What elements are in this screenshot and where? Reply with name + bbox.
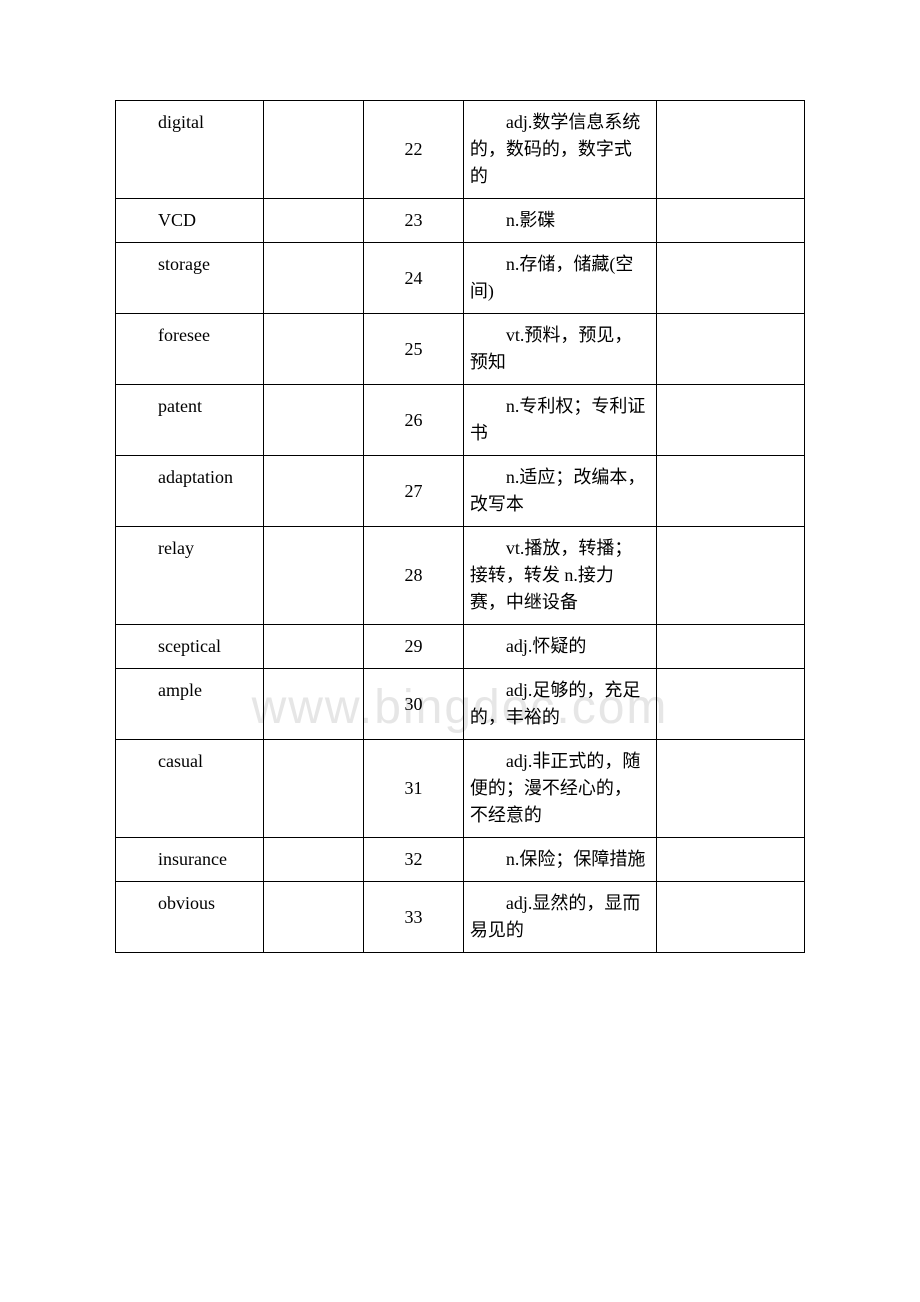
word-cell: ample	[116, 669, 264, 740]
number-cell: 30	[364, 669, 464, 740]
blank-cell	[656, 740, 804, 838]
blank-cell	[656, 838, 804, 882]
word-cell: VCD	[116, 199, 264, 243]
blank-cell	[264, 625, 364, 669]
definition-cell: adj.足够的，充足的，丰裕的	[463, 669, 656, 740]
table-row: relay 28 vt.播放，转播；接转，转发 n.接力赛，中继设备	[116, 527, 805, 625]
word-cell: adaptation	[116, 456, 264, 527]
word-cell: casual	[116, 740, 264, 838]
vocab-table: digital 22 adj.数学信息系统的，数码的，数字式的 VCD 23 n…	[115, 100, 805, 953]
table-row: digital 22 adj.数学信息系统的，数码的，数字式的	[116, 101, 805, 199]
definition-cell: n.影碟	[463, 199, 656, 243]
definition-cell: n.适应；改编本，改写本	[463, 456, 656, 527]
definition-cell: n.专利权；专利证书	[463, 385, 656, 456]
blank-cell	[656, 669, 804, 740]
blank-cell	[656, 456, 804, 527]
blank-cell	[656, 527, 804, 625]
number-cell: 23	[364, 199, 464, 243]
number-cell: 25	[364, 314, 464, 385]
table-row: casual 31 adj.非正式的，随便的；漫不经心的，不经意的	[116, 740, 805, 838]
blank-cell	[264, 882, 364, 953]
number-cell: 28	[364, 527, 464, 625]
table-row: adaptation 27 n.适应；改编本，改写本	[116, 456, 805, 527]
number-cell: 31	[364, 740, 464, 838]
number-cell: 33	[364, 882, 464, 953]
blank-cell	[264, 314, 364, 385]
number-cell: 26	[364, 385, 464, 456]
blank-cell	[264, 385, 364, 456]
number-cell: 22	[364, 101, 464, 199]
table-row: insurance 32 n.保险；保障措施	[116, 838, 805, 882]
table-row: foresee 25 vt.预料，预见，预知	[116, 314, 805, 385]
blank-cell	[264, 199, 364, 243]
table-row: patent 26 n.专利权；专利证书	[116, 385, 805, 456]
word-cell: digital	[116, 101, 264, 199]
definition-cell: vt.预料，预见，预知	[463, 314, 656, 385]
blank-cell	[264, 456, 364, 527]
definition-cell: adj.显然的，显而易见的	[463, 882, 656, 953]
blank-cell	[264, 669, 364, 740]
blank-cell	[264, 243, 364, 314]
word-cell: insurance	[116, 838, 264, 882]
table-row: sceptical 29 adj.怀疑的	[116, 625, 805, 669]
blank-cell	[264, 740, 364, 838]
blank-cell	[656, 314, 804, 385]
blank-cell	[656, 625, 804, 669]
definition-cell: adj.怀疑的	[463, 625, 656, 669]
blank-cell	[656, 882, 804, 953]
number-cell: 32	[364, 838, 464, 882]
definition-cell: n.保险；保障措施	[463, 838, 656, 882]
definition-cell: vt.播放，转播；接转，转发 n.接力赛，中继设备	[463, 527, 656, 625]
word-cell: relay	[116, 527, 264, 625]
definition-cell: adj.非正式的，随便的；漫不经心的，不经意的	[463, 740, 656, 838]
blank-cell	[264, 101, 364, 199]
definition-cell: n.存储，储藏(空间)	[463, 243, 656, 314]
blank-cell	[656, 243, 804, 314]
word-cell: obvious	[116, 882, 264, 953]
number-cell: 29	[364, 625, 464, 669]
blank-cell	[656, 101, 804, 199]
definition-cell: adj.数学信息系统的，数码的，数字式的	[463, 101, 656, 199]
word-cell: foresee	[116, 314, 264, 385]
word-cell: storage	[116, 243, 264, 314]
table-row: storage 24 n.存储，储藏(空间)	[116, 243, 805, 314]
blank-cell	[656, 199, 804, 243]
blank-cell	[264, 838, 364, 882]
table-row: obvious 33 adj.显然的，显而易见的	[116, 882, 805, 953]
word-cell: sceptical	[116, 625, 264, 669]
word-cell: patent	[116, 385, 264, 456]
table-row: ample 30 adj.足够的，充足的，丰裕的	[116, 669, 805, 740]
number-cell: 24	[364, 243, 464, 314]
blank-cell	[264, 527, 364, 625]
blank-cell	[656, 385, 804, 456]
vocab-table-body: digital 22 adj.数学信息系统的，数码的，数字式的 VCD 23 n…	[116, 101, 805, 953]
number-cell: 27	[364, 456, 464, 527]
table-row: VCD 23 n.影碟	[116, 199, 805, 243]
